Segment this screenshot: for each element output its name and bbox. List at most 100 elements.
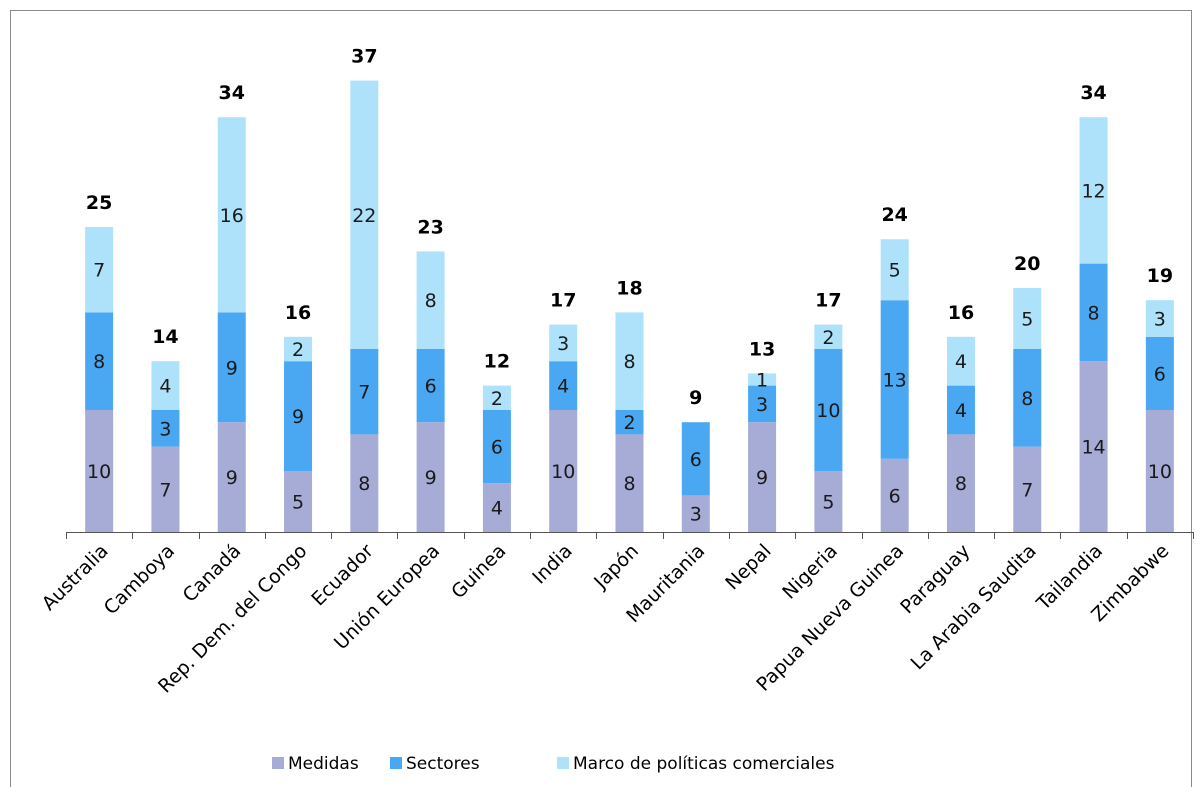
segment-value-label: 8 — [623, 351, 635, 373]
segment-value-label: 1 — [756, 370, 768, 392]
segment-value-label: 9 — [425, 467, 437, 489]
total-value-label: 20 — [1014, 253, 1040, 275]
segment-value-label: 16 — [220, 205, 244, 227]
bar-segment-marco — [482, 385, 511, 410]
segment-value-label: 8 — [1088, 302, 1100, 324]
category-label: India — [528, 540, 577, 589]
segment-value-label: 7 — [1021, 479, 1033, 501]
bar-segment-medidas — [615, 434, 644, 532]
segment-value-label: 8 — [93, 351, 105, 373]
bar-segment-marco — [880, 239, 909, 301]
segment-value-label: 10 — [1148, 461, 1172, 483]
segment-value-label: 7 — [358, 382, 370, 404]
bar-segment-sectores — [748, 385, 777, 423]
segment-value-label: 9 — [756, 467, 768, 489]
bar-segment-marco — [85, 227, 114, 313]
bar-segment-medidas — [416, 422, 445, 532]
bar-segment-sectores — [85, 312, 114, 410]
bar-segment-sectores — [284, 361, 313, 471]
bar-segment-sectores — [1145, 336, 1174, 410]
legend-label: Sectores — [406, 754, 480, 774]
bar-segment-medidas — [946, 434, 975, 532]
bar-segment-marco — [217, 117, 246, 313]
total-value-label: 19 — [1147, 265, 1173, 287]
total-value-label: 13 — [749, 338, 775, 360]
bar-segment-marco — [416, 251, 445, 349]
x-axis-ticks — [66, 532, 1194, 539]
segment-value-label: 2 — [623, 412, 635, 434]
bar-segment-sectores — [814, 349, 843, 471]
category-label: La Arabia Saudita — [907, 540, 1041, 674]
bar-segment-medidas — [748, 422, 777, 532]
bar-segment-marco — [814, 324, 843, 349]
bar-segment-marco — [284, 336, 313, 362]
bar-segment-sectores — [946, 385, 975, 435]
legend-label: Medidas — [288, 754, 359, 774]
segment-value-label: 8 — [955, 473, 967, 495]
segment-value-label: 10 — [551, 461, 575, 483]
legend: Medidas Sectores Marco de políticas comerc… — [272, 754, 835, 774]
total-value-label: 16 — [285, 302, 311, 324]
bar-segment-sectores — [880, 300, 909, 459]
bar-segment-marco — [549, 324, 578, 362]
segment-value-label: 3 — [557, 333, 569, 355]
total-value-label: 34 — [219, 82, 245, 104]
segment-value-label: 14 — [1081, 437, 1105, 459]
category-label: Japón — [589, 540, 643, 594]
segment-value-label: 7 — [159, 479, 171, 501]
legend-swatch — [272, 757, 284, 769]
segment-value-label: 4 — [955, 351, 967, 373]
total-value-label: 18 — [616, 277, 642, 299]
bar-segment-sectores — [416, 349, 445, 423]
bar-segment-medidas — [482, 483, 511, 532]
category-label: Nigeria — [778, 540, 842, 604]
bar-segment-marco — [1145, 300, 1174, 337]
segment-value-label: 10 — [87, 461, 111, 483]
segment-labels-group: 1087734991659287229684621043828369315102… — [87, 180, 1172, 525]
chart-frame — [10, 10, 1192, 787]
segment-value-label: 5 — [1021, 309, 1033, 331]
bar-segment-sectores — [681, 422, 710, 496]
total-value-label: 23 — [417, 216, 443, 238]
segment-value-label: 4 — [159, 376, 171, 398]
bar-segment-sectores — [615, 410, 644, 435]
total-value-label: 17 — [815, 290, 841, 312]
segment-value-label: 5 — [292, 492, 304, 514]
legend-label: Marco de políticas comerciales — [573, 754, 835, 774]
bar-segment-marco — [748, 373, 777, 386]
segment-value-label: 3 — [690, 504, 702, 526]
segment-value-label: 2 — [822, 327, 834, 349]
bar-segment-medidas — [549, 410, 578, 532]
total-value-label: 25 — [86, 192, 112, 214]
segment-value-label: 4 — [491, 498, 503, 520]
segment-value-label: 3 — [159, 418, 171, 440]
bar-segment-medidas — [350, 434, 379, 532]
total-value-label: 9 — [689, 387, 702, 409]
bar-segment-sectores — [1013, 349, 1042, 447]
segment-value-label: 12 — [1081, 180, 1105, 202]
segment-value-label: 8 — [623, 473, 635, 495]
segment-value-label: 2 — [292, 339, 304, 361]
bar-segment-medidas — [681, 495, 710, 532]
segment-value-label: 8 — [425, 290, 437, 312]
total-value-label: 24 — [881, 204, 907, 226]
bar-segment-medidas — [1013, 446, 1042, 532]
total-value-label: 17 — [550, 290, 576, 312]
bar-segment-marco — [1013, 288, 1042, 349]
segment-value-label: 6 — [425, 376, 437, 398]
total-value-label: 34 — [1080, 82, 1106, 104]
bar-segment-medidas — [85, 410, 114, 532]
segment-value-label: 2 — [491, 388, 503, 410]
segment-value-label: 9 — [226, 467, 238, 489]
bar-segment-sectores — [350, 349, 379, 435]
segment-value-label: 22 — [352, 205, 376, 227]
bar-segment-medidas — [1079, 361, 1108, 532]
total-value-label: 14 — [152, 326, 178, 348]
bar-segment-marco — [1079, 117, 1108, 264]
legend-swatch — [390, 757, 402, 769]
bar-segment-marco — [151, 361, 180, 410]
segment-value-label: 8 — [358, 473, 370, 495]
bar-segment-marco — [946, 336, 975, 386]
